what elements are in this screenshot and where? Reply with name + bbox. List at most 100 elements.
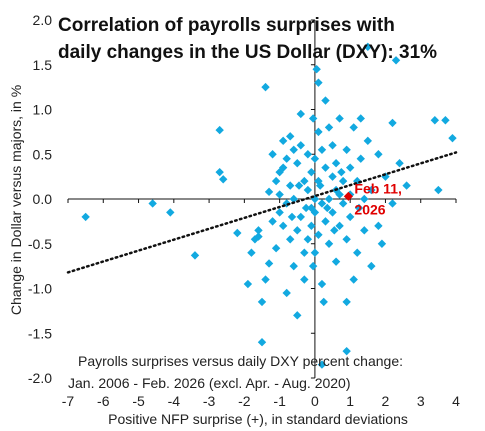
x-tick-label: -7 [62,393,75,409]
y-tick-label: -1.0 [28,281,52,297]
data-point [289,261,298,271]
data-point [293,159,302,168]
chart-title-line-1: Correlation of payrolls surprises with [58,15,395,36]
data-point [321,217,330,226]
data-point [271,244,281,253]
data-point [317,145,327,154]
data-point [303,235,313,244]
y-tick-label: 1.0 [33,102,53,118]
data-point [321,163,330,172]
data-point [166,208,175,217]
data-point [388,199,397,208]
x-tick-label: -6 [97,393,110,409]
data-point [310,248,320,257]
data-point [342,346,351,356]
data-point [345,212,355,222]
data-point [324,239,334,248]
data-point [278,136,288,146]
data-point [243,279,253,289]
data-point [395,159,404,168]
data-point [278,163,288,172]
data-point [349,123,358,132]
x-tick-label: -3 [203,393,216,409]
data-point [356,114,365,123]
data-point [190,251,200,260]
data-point [233,228,242,238]
data-point [331,159,341,168]
data-point [314,78,323,87]
data-point [257,297,267,307]
x-tick-label: 1 [346,393,354,409]
data-point [287,212,297,222]
x-tick-label: 4 [452,393,460,409]
data-point [257,338,267,347]
note-line-2: Jan. 2006 - Feb. 2026 (excl. Apr. - Aug.… [68,375,351,391]
y-axis-title: Change in Dollar versus majors, in % [8,85,24,315]
data-point [261,275,270,284]
x-tick-label: -4 [168,393,181,409]
note-line-1: Payrolls surprises versus daily DXY perc… [78,353,403,369]
data-point [308,114,318,123]
data-point [377,239,387,248]
data-point [293,311,302,320]
data-point [268,150,277,159]
data-point [367,185,376,195]
data-point [300,248,309,257]
y-tick-labels: 2.0 1.5 1.0 0.5 0.0 -0.5 -1.0 -1.5 -2.0 [28,12,315,386]
data-point [316,181,325,190]
data-point [391,56,401,65]
data-point [321,96,330,105]
data-point [296,212,305,222]
data-point [303,185,313,195]
y-tick-label: -0.5 [28,236,52,252]
data-point [289,194,298,204]
axes [68,20,456,378]
x-tick-label: 3 [417,393,425,409]
data-point [335,221,344,231]
data-point [293,226,302,235]
data-point [286,181,295,190]
data-point [286,132,295,141]
data-point [278,221,288,231]
x-tick-labels: -7 -6 -5 -4 -3 -2 -1 0 1 2 3 4 [62,199,460,409]
data-point [363,136,373,146]
data-point [314,230,323,239]
data-point [303,150,313,159]
data-point [338,176,348,186]
data-point [310,208,320,217]
data-point [301,203,311,213]
data-point [215,125,224,135]
x-tick-label: -1 [273,393,286,409]
data-points [81,42,457,369]
data-point [307,221,316,231]
data-point [264,259,274,268]
y-tick-label: -2.0 [28,370,52,386]
data-point [317,360,327,369]
data-point [345,163,355,172]
x-tick-label: 0 [311,393,319,409]
data-point [374,150,383,159]
data-point [282,288,291,298]
y-tick-label: -1.5 [28,325,52,341]
data-point [282,154,291,163]
data-point [331,257,341,266]
data-point [275,190,284,199]
data-point [215,167,224,177]
data-point [430,116,440,125]
data-point [317,279,327,289]
data-point [264,187,274,197]
data-point [342,297,351,307]
data-point [402,181,411,190]
data-point [300,275,309,284]
data-point [261,82,270,92]
data-point [310,194,320,204]
data-point [308,261,318,271]
data-point [360,226,369,235]
y-tick-label: 0.0 [33,191,53,207]
data-point [296,109,305,119]
data-point [310,154,320,163]
data-point [324,123,334,132]
data-point [374,221,383,231]
data-point [367,261,376,271]
